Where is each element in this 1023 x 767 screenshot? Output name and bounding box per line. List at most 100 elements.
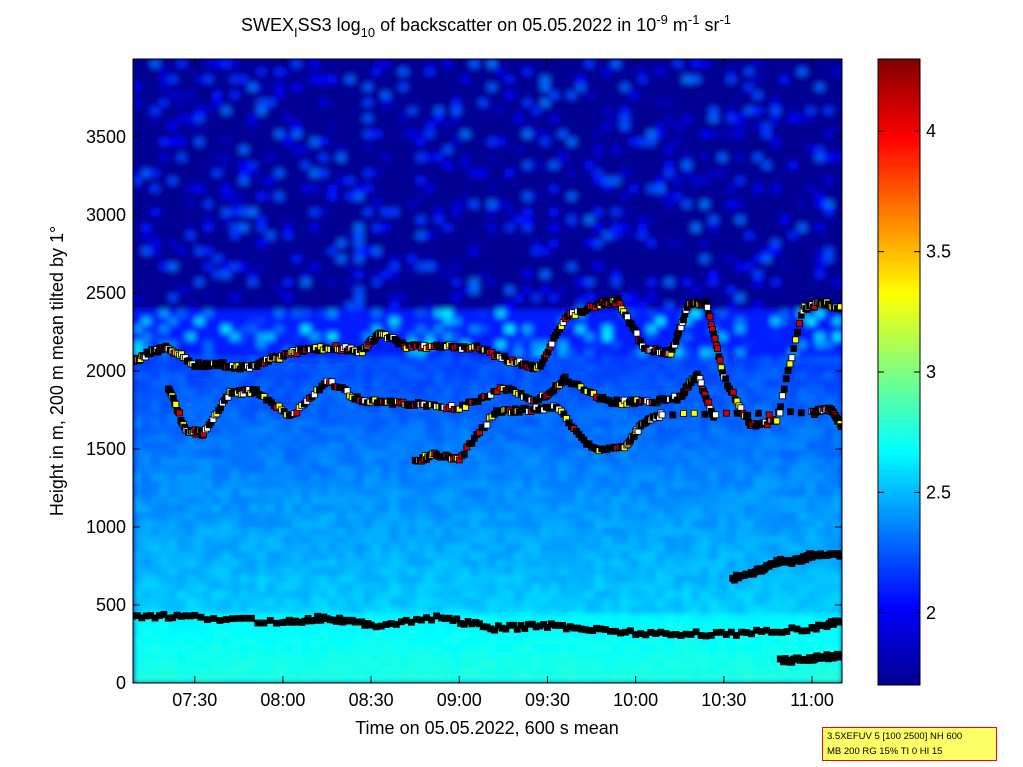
- field-cell: [549, 558, 560, 567]
- field-cell: [221, 324, 232, 333]
- field-cell: [354, 215, 365, 224]
- field-cell: [416, 98, 427, 107]
- field-cell: [141, 417, 152, 427]
- field-cell: [372, 222, 383, 232]
- field-cell: [398, 215, 409, 224]
- field-cell: [301, 636, 312, 645]
- field-cell: [372, 441, 383, 450]
- field-cell: [381, 363, 392, 372]
- field-cell: [549, 199, 560, 209]
- field-cell: [611, 573, 622, 583]
- field-cell: [558, 332, 569, 341]
- field-cell: [540, 573, 551, 583]
- field-cell: [478, 534, 489, 544]
- field-cell: [354, 160, 365, 170]
- field-cell: [336, 191, 347, 201]
- field-cell: [327, 425, 338, 435]
- field-cell: [655, 644, 666, 653]
- field-cell: [496, 441, 507, 450]
- field-cell: [593, 464, 604, 474]
- field-cell: [576, 425, 586, 435]
- field-cell: [460, 269, 471, 279]
- field-cell: [638, 511, 649, 521]
- field-cell: [576, 589, 586, 599]
- field-cell: [257, 144, 267, 154]
- field-cell: [487, 129, 498, 138]
- field-cell: [514, 527, 524, 536]
- field-cell: [505, 144, 516, 154]
- field-cell: [425, 152, 436, 162]
- field-cell: [620, 433, 631, 443]
- field-cell: [531, 324, 542, 333]
- field-cell: [310, 90, 321, 99]
- field-cell: [514, 464, 524, 474]
- field-cell: [540, 542, 551, 552]
- field-cell: [567, 137, 578, 146]
- field-cell: [177, 332, 188, 341]
- field-cell: [283, 675, 294, 683]
- field-cell: [620, 456, 631, 466]
- field-cell: [602, 573, 613, 583]
- field-cell: [487, 121, 498, 131]
- field-cell: [265, 597, 276, 606]
- field-cell: [310, 316, 321, 326]
- field-cell: [354, 269, 365, 279]
- field-cell: [567, 612, 578, 622]
- field-cell: [522, 519, 533, 528]
- field-cell: [310, 441, 321, 450]
- field-cell: [239, 620, 250, 630]
- field-cell: [531, 347, 542, 357]
- field-cell: [363, 300, 374, 310]
- field-cell: [469, 410, 480, 419]
- field-cell: [230, 566, 241, 575]
- field-cell: [195, 191, 205, 201]
- field-cell: [354, 542, 365, 552]
- field-cell: [434, 199, 445, 209]
- field-cell: [301, 519, 312, 528]
- field-cell: [195, 285, 205, 294]
- field-cell: [620, 495, 631, 505]
- field-cell: [664, 402, 675, 411]
- field-cell: [212, 121, 223, 131]
- field-cell: [469, 417, 480, 427]
- field-cell: [434, 644, 445, 653]
- field-cell: [195, 667, 205, 677]
- field-cell: [647, 59, 657, 68]
- field-cell: [203, 511, 214, 521]
- field-cell: [327, 121, 338, 131]
- field-cell: [133, 152, 143, 162]
- field-cell: [682, 659, 693, 669]
- field-cell: [398, 293, 409, 302]
- field-cell: [629, 605, 640, 614]
- field-cell: [265, 378, 276, 388]
- field-cell: [655, 215, 666, 224]
- field-cell: [602, 74, 613, 84]
- field-cell: [363, 378, 374, 388]
- field-cell: [682, 511, 693, 521]
- field-cell: [407, 261, 418, 271]
- field-cell: [398, 644, 409, 653]
- field-cell: [150, 269, 161, 279]
- field-cell: [584, 620, 595, 630]
- field-cell: [239, 636, 250, 645]
- field-cell: [248, 277, 259, 287]
- field-cell: [150, 113, 161, 123]
- field-cell: [664, 277, 675, 287]
- field-cell: [390, 129, 400, 138]
- field-cell: [390, 363, 400, 372]
- field-cell: [141, 152, 152, 162]
- field-cell: [602, 667, 613, 677]
- field-cell: [647, 441, 657, 450]
- field-cell: [381, 293, 392, 302]
- field-cell: [673, 456, 684, 466]
- field-cell: [133, 527, 143, 536]
- field-cell: [416, 410, 427, 419]
- field-cell: [248, 191, 259, 201]
- field-cell: [531, 176, 542, 185]
- field-cell: [363, 129, 374, 138]
- field-cell: [540, 199, 551, 209]
- field-cell: [159, 620, 170, 630]
- field-cell: [195, 456, 205, 466]
- field-cell: [460, 121, 471, 131]
- field-cell: [221, 66, 232, 76]
